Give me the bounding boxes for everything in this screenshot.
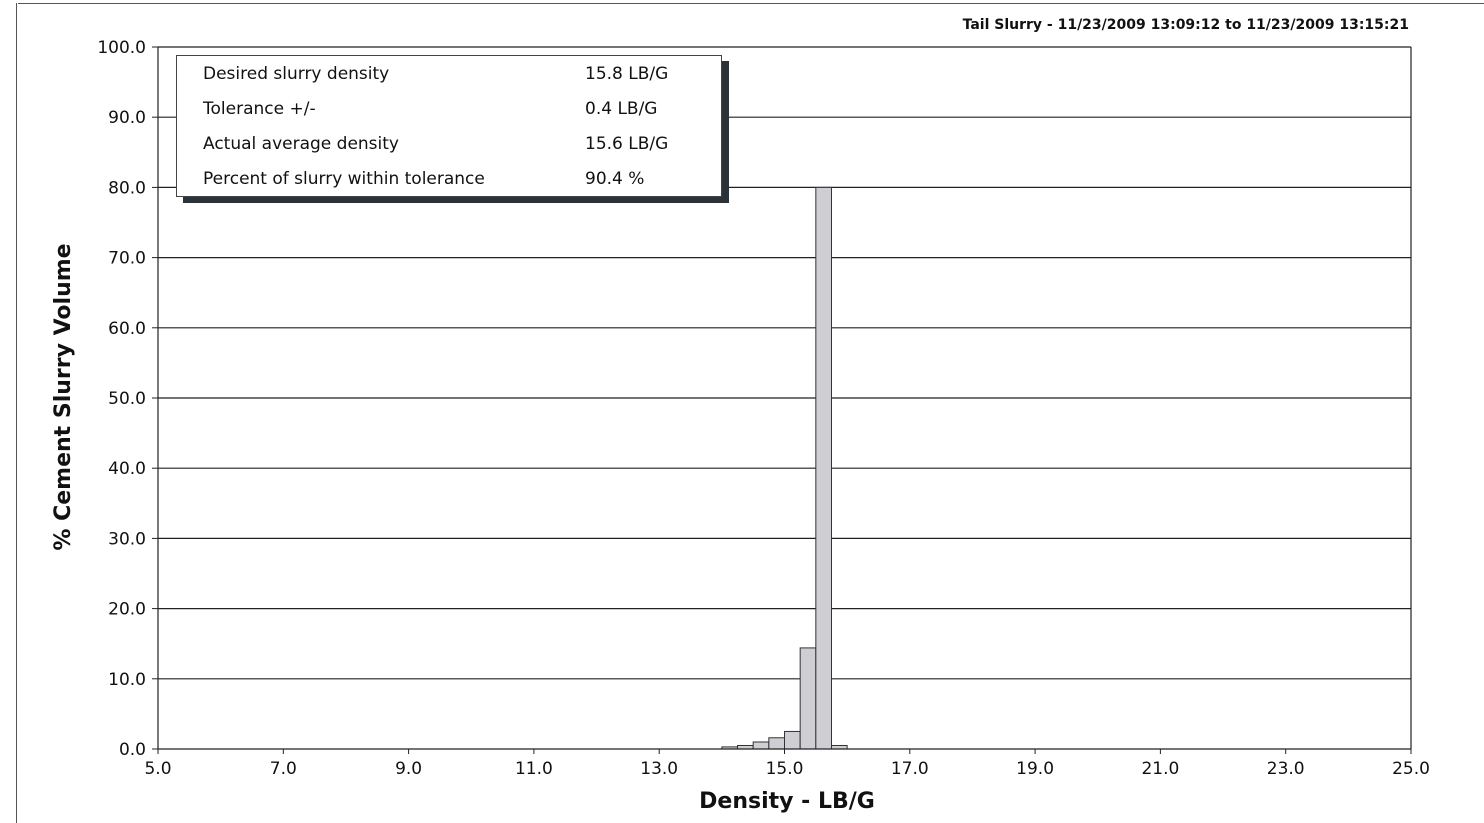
summary-value: 90.4 % — [585, 169, 644, 189]
summary-label: Tolerance +/- — [203, 99, 316, 119]
y-tick-label: 40.0 — [108, 459, 146, 479]
y-tick-label: 0.0 — [119, 740, 146, 760]
y-tick-label: 70.0 — [108, 249, 146, 269]
x-tick-label: 11.0 — [515, 759, 553, 779]
summary-label: Actual average density — [203, 134, 399, 154]
y-tick-label: 10.0 — [108, 670, 146, 690]
x-tick-label: 23.0 — [1267, 759, 1305, 779]
y-tick-label: 20.0 — [108, 600, 146, 620]
x-tick-label: 21.0 — [1141, 759, 1179, 779]
y-tick-label: 80.0 — [108, 178, 146, 198]
y-axis-title: % Cement Slurry Volume — [51, 243, 76, 550]
y-tick-label: 50.0 — [108, 389, 146, 409]
y-tick-label: 90.0 — [108, 108, 146, 128]
y-tick-label: 100.0 — [97, 38, 146, 58]
x-tick-label: 25.0 — [1392, 759, 1430, 779]
y-tick-label: 30.0 — [108, 529, 146, 549]
y-tick-label: 60.0 — [108, 319, 146, 339]
histogram-bar — [800, 648, 816, 749]
summary-label: Percent of slurry within tolerance — [203, 169, 485, 189]
summary-row-desired-density: Desired slurry density 15.8 LB/G — [203, 64, 703, 88]
chart-subtitle: Tail Slurry - 11/23/2009 13:09:12 to 11/… — [963, 17, 1409, 33]
summary-row-actual-average: Actual average density 15.6 LB/G — [203, 134, 703, 158]
x-tick-label: 5.0 — [144, 759, 171, 779]
summary-row-within-tolerance: Percent of slurry within tolerance 90.4 … — [203, 169, 703, 193]
summary-value: 15.6 LB/G — [585, 134, 668, 154]
x-tick-label: 9.0 — [395, 759, 422, 779]
density-summary-box: Desired slurry density 15.8 LB/G Toleran… — [176, 55, 722, 197]
histogram-bar — [769, 738, 785, 749]
histogram-bar — [785, 731, 801, 749]
summary-label: Desired slurry density — [203, 64, 389, 84]
summary-row-tolerance: Tolerance +/- 0.4 LB/G — [203, 99, 703, 123]
x-tick-label: 7.0 — [270, 759, 297, 779]
histogram-bar — [753, 742, 769, 749]
histogram-bar — [816, 187, 832, 749]
x-tick-label: 17.0 — [891, 759, 929, 779]
x-tick-label: 13.0 — [640, 759, 678, 779]
summary-value: 0.4 LB/G — [585, 99, 657, 119]
x-tick-label: 19.0 — [1016, 759, 1054, 779]
summary-value: 15.8 LB/G — [585, 64, 668, 84]
x-tick-label: 15.0 — [766, 759, 804, 779]
x-axis-title: Density - LB/G — [699, 789, 875, 814]
